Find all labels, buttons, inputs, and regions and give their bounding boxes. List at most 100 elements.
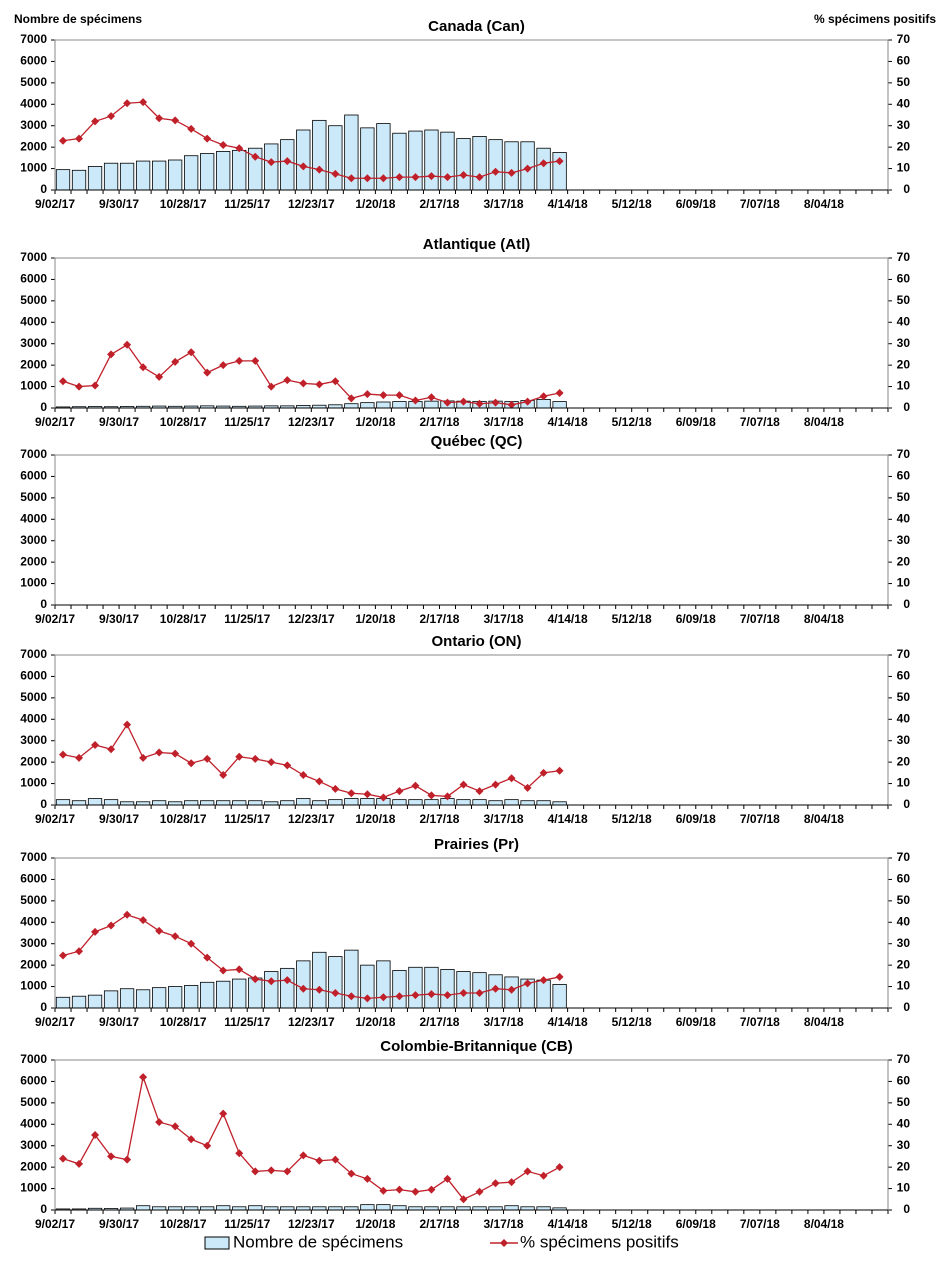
marker — [267, 977, 276, 986]
y-tick-label: 7000 — [20, 447, 47, 461]
x-tick-label: 4/14/18 — [548, 415, 588, 429]
marker — [283, 976, 292, 985]
y2-tick-label: 10 — [897, 979, 911, 993]
marker — [347, 992, 356, 1001]
bar — [328, 125, 343, 191]
marker — [363, 174, 372, 183]
y2-tick-label: 0 — [903, 797, 910, 811]
y2-tick-label: 0 — [903, 1000, 910, 1014]
x-tick-label: 9/30/17 — [99, 1217, 139, 1231]
bar — [232, 978, 247, 1009]
bar — [87, 798, 103, 806]
marker — [171, 749, 180, 758]
marker — [59, 750, 68, 759]
y2-tick-label: 50 — [897, 75, 911, 89]
marker — [283, 157, 292, 166]
marker — [507, 400, 516, 409]
y-tick-label: 3000 — [20, 336, 47, 350]
marker — [91, 927, 100, 936]
x-tick-label: 6/09/18 — [676, 1217, 716, 1231]
marker — [491, 1179, 500, 1188]
bar — [151, 800, 167, 806]
bar — [184, 155, 199, 191]
marker — [363, 994, 372, 1003]
marker — [459, 171, 468, 179]
marker — [75, 947, 84, 956]
y-tick-label: 0 — [40, 1202, 47, 1216]
bar — [536, 399, 551, 409]
marker — [427, 791, 436, 800]
y-tick-label: 5000 — [20, 893, 47, 907]
bar — [168, 159, 183, 191]
marker — [107, 1152, 116, 1161]
bar — [103, 990, 119, 1009]
y2-tick-label: 10 — [897, 379, 911, 393]
marker — [171, 357, 180, 366]
y-tick-label: 6000 — [20, 469, 47, 483]
bar — [344, 798, 359, 806]
marker — [75, 382, 84, 391]
y-tick-label: 1000 — [20, 1181, 47, 1195]
marker — [363, 1174, 372, 1183]
bar — [55, 799, 71, 806]
bar — [392, 970, 407, 1009]
x-tick-label: 3/17/18 — [484, 415, 524, 429]
x-tick-label: 7/07/18 — [740, 1217, 780, 1231]
x-tick-label: 10/28/17 — [160, 197, 207, 211]
x-tick-label: 6/09/18 — [676, 197, 716, 211]
marker — [155, 748, 164, 757]
marker — [123, 99, 132, 108]
y2-tick-label: 10 — [897, 776, 911, 790]
chart-title: Canada (Can) — [428, 18, 525, 35]
marker — [475, 989, 484, 997]
marker — [539, 976, 548, 985]
marker — [203, 754, 212, 763]
x-tick-label: 5/12/18 — [612, 197, 652, 211]
bar — [296, 798, 311, 806]
marker — [395, 992, 404, 1001]
marker — [411, 991, 420, 1000]
legend-label: % spécimens positifs — [520, 1232, 679, 1251]
bar — [472, 136, 487, 191]
bar — [408, 799, 423, 806]
y-tick-label: 5000 — [20, 293, 47, 307]
y-tick-label: 3000 — [20, 533, 47, 547]
y2-tick-label: 50 — [897, 893, 911, 907]
y-tick-label: 4000 — [20, 914, 47, 928]
marker — [235, 965, 244, 974]
bar — [456, 138, 471, 191]
x-tick-label: 8/04/18 — [804, 1217, 844, 1231]
x-tick-label: 9/02/17 — [35, 1217, 75, 1231]
plot-frame — [54, 257, 889, 409]
marker — [555, 1163, 564, 1172]
marker — [331, 1155, 340, 1164]
y-tick-label: 4000 — [20, 711, 47, 725]
y2-tick-label: 70 — [897, 32, 911, 46]
y2-tick-label: 50 — [897, 293, 911, 307]
y-tick-label: 0 — [40, 400, 47, 414]
marker — [171, 116, 180, 125]
x-tick-label: 7/07/18 — [740, 415, 780, 429]
y2-axis-title: % spécimens positifs — [814, 12, 936, 26]
marker — [203, 1141, 212, 1150]
marker — [187, 348, 196, 357]
marker — [107, 745, 116, 754]
marker — [219, 771, 228, 779]
marker — [139, 1073, 148, 1082]
marker — [315, 380, 324, 389]
y-tick-label: 0 — [40, 597, 47, 611]
x-tick-label: 12/23/17 — [288, 415, 335, 429]
marker — [283, 376, 292, 385]
bar — [504, 141, 519, 191]
marker — [203, 953, 212, 962]
marker — [539, 392, 548, 401]
marker — [475, 787, 484, 796]
marker — [555, 766, 564, 775]
marker — [187, 1135, 196, 1144]
bar — [87, 166, 103, 191]
marker — [507, 1178, 516, 1187]
marker — [507, 774, 516, 783]
x-tick-label: 3/17/18 — [484, 197, 524, 211]
marker — [443, 1174, 452, 1183]
marker — [427, 172, 436, 181]
